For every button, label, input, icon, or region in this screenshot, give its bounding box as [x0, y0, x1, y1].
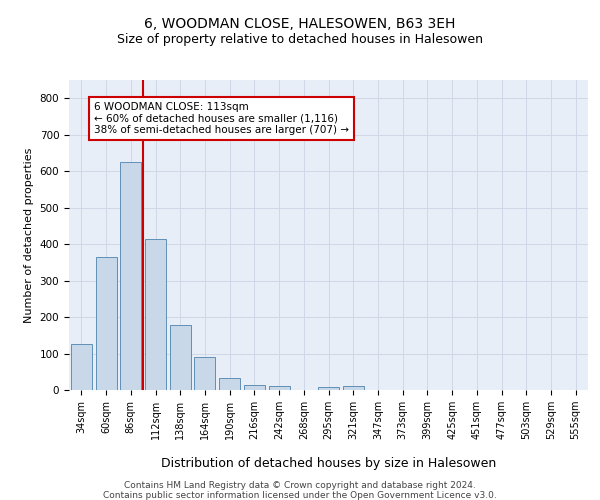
Bar	[194, 357, 215, 390]
Bar	[170, 325, 191, 390]
Text: Contains HM Land Registry data © Crown copyright and database right 2024.: Contains HM Land Registry data © Crown c…	[124, 481, 476, 490]
Bar	[120, 162, 141, 390]
Bar	[244, 384, 265, 390]
Bar	[71, 344, 92, 390]
Y-axis label: Number of detached properties: Number of detached properties	[24, 148, 34, 322]
Bar	[145, 238, 166, 390]
Text: Contains public sector information licensed under the Open Government Licence v3: Contains public sector information licen…	[103, 491, 497, 500]
Text: Distribution of detached houses by size in Halesowen: Distribution of detached houses by size …	[161, 458, 496, 470]
Text: 6, WOODMAN CLOSE, HALESOWEN, B63 3EH: 6, WOODMAN CLOSE, HALESOWEN, B63 3EH	[145, 18, 455, 32]
Text: 6 WOODMAN CLOSE: 113sqm
← 60% of detached houses are smaller (1,116)
38% of semi: 6 WOODMAN CLOSE: 113sqm ← 60% of detache…	[94, 102, 349, 135]
Bar	[318, 387, 339, 390]
Bar	[343, 386, 364, 390]
Bar	[269, 386, 290, 390]
Text: Size of property relative to detached houses in Halesowen: Size of property relative to detached ho…	[117, 32, 483, 46]
Bar	[95, 257, 116, 390]
Bar	[219, 378, 240, 390]
